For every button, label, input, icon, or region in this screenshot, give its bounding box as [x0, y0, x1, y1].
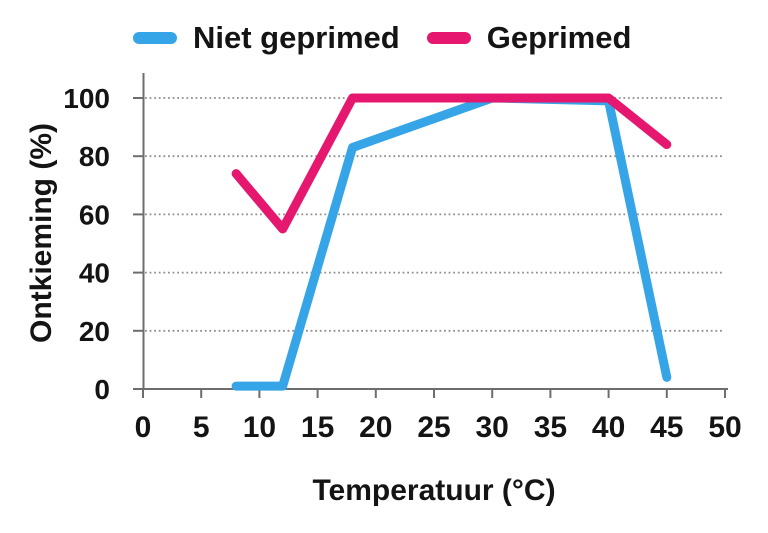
- legend-swatch-niet-geprimed: [133, 32, 177, 44]
- legend-label-niet-geprimed: Niet geprimed: [193, 20, 400, 55]
- svg-text:20: 20: [79, 316, 110, 347]
- svg-text:45: 45: [650, 411, 683, 444]
- y-tick-labels: 0 20 40 60 80 100: [63, 83, 110, 405]
- y-axis-title: Ontkieming (%): [25, 123, 58, 344]
- x-axis-title: Temperatuur (°C): [312, 474, 556, 507]
- svg-text:60: 60: [79, 199, 110, 230]
- svg-text:5: 5: [193, 411, 210, 444]
- legend-item-geprimed: Geprimed: [426, 20, 632, 56]
- svg-text:30: 30: [476, 411, 509, 444]
- legend-swatch-geprimed: [426, 32, 471, 44]
- svg-text:80: 80: [79, 141, 110, 172]
- svg-text:0: 0: [94, 374, 110, 405]
- svg-text:15: 15: [301, 411, 334, 444]
- svg-text:25: 25: [417, 411, 450, 444]
- svg-text:20: 20: [359, 411, 392, 444]
- legend-label-geprimed: Geprimed: [486, 20, 632, 55]
- svg-text:50: 50: [708, 411, 741, 444]
- svg-text:40: 40: [592, 411, 625, 444]
- chart-legend: Niet geprimed Geprimed: [133, 20, 631, 56]
- series-line-niet-geprimed: [231, 93, 672, 391]
- svg-text:40: 40: [79, 258, 110, 289]
- x-tick-labels: 0 5 10 15 20 25 30 35 40 45 50: [135, 411, 742, 444]
- series-line-geprimed: [231, 93, 672, 234]
- svg-text:10: 10: [243, 411, 276, 444]
- svg-text:0: 0: [135, 411, 152, 444]
- svg-text:35: 35: [534, 411, 567, 444]
- legend-item-niet-geprimed: Niet geprimed: [133, 20, 400, 56]
- svg-text:100: 100: [63, 83, 110, 114]
